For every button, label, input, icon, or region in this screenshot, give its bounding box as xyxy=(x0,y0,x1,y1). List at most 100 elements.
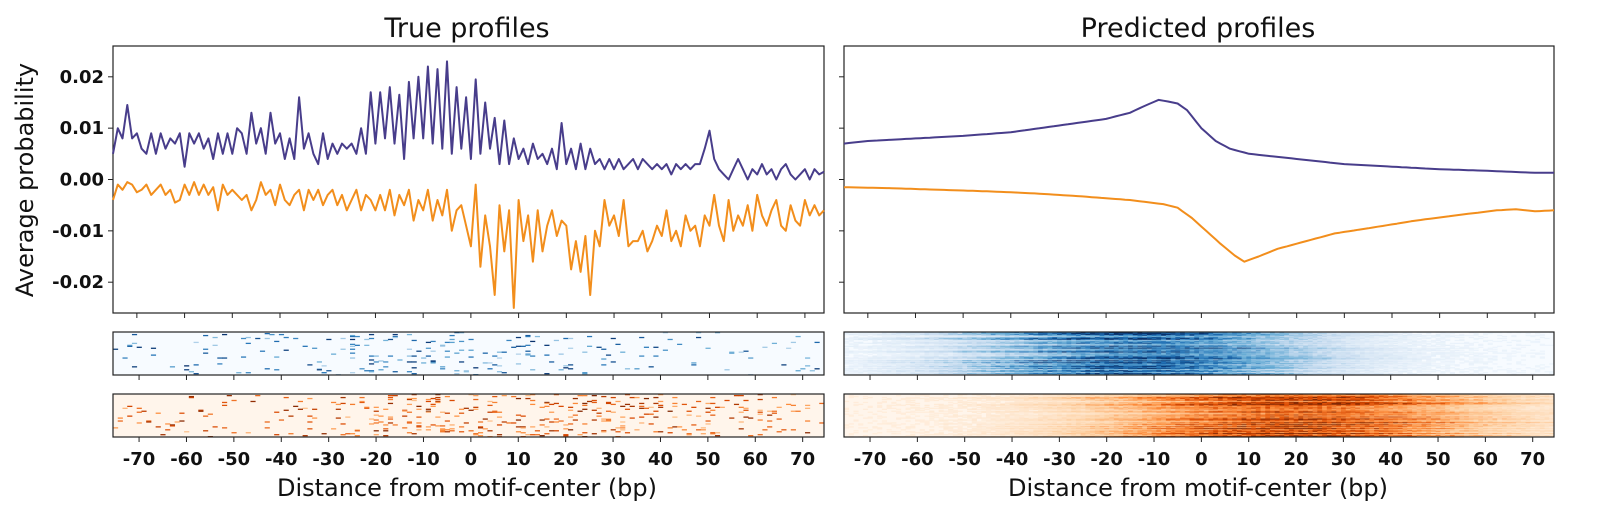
heatmap-cell xyxy=(995,334,1001,337)
heatmap-cell xyxy=(1184,338,1190,341)
heatmap-cell xyxy=(1317,350,1323,352)
heatmap-cell xyxy=(1426,334,1432,337)
heatmap-cell xyxy=(672,405,678,408)
heatmap-cell xyxy=(1326,356,1332,358)
heatmap-cell xyxy=(1412,344,1418,346)
heatmap-cell xyxy=(1033,338,1039,341)
heatmap-cell xyxy=(1473,361,1479,363)
heatmap-cell xyxy=(1407,341,1413,344)
heatmap-cell xyxy=(1255,361,1261,363)
heatmap-cell xyxy=(1459,338,1465,341)
heatmap-cell xyxy=(981,359,987,361)
heatmap-cell xyxy=(886,356,892,358)
heatmap-cell xyxy=(986,332,992,335)
heatmap-cell xyxy=(1449,355,1455,357)
heatmap-cell xyxy=(1487,348,1493,350)
heatmap-cell xyxy=(1042,332,1048,335)
heatmap-cell xyxy=(520,432,526,434)
heatmap-cell xyxy=(1203,335,1209,338)
heatmap-cell xyxy=(1412,350,1418,352)
heatmap-cell xyxy=(1000,351,1006,353)
heatmap-cell xyxy=(919,354,925,356)
heatmap-cell xyxy=(615,427,621,429)
heatmap-cell xyxy=(795,410,801,412)
heatmap-cell xyxy=(411,373,417,375)
heatmap-cell xyxy=(1374,340,1380,343)
heatmap-cell xyxy=(1142,361,1148,363)
heatmap-cell xyxy=(995,347,1001,349)
heatmap-cell xyxy=(1492,351,1498,353)
heatmap-cell xyxy=(350,338,356,341)
heatmap-cell xyxy=(1369,356,1375,358)
heatmap-cell xyxy=(938,336,944,339)
heatmap-cell xyxy=(1217,349,1224,351)
heatmap-cell xyxy=(463,407,469,409)
heatmap-cell xyxy=(877,345,883,347)
heatmap-cell xyxy=(738,406,744,408)
heatmap-cell xyxy=(1274,351,1280,353)
heatmap-cell xyxy=(1099,350,1105,352)
heatmap-cell xyxy=(1378,352,1384,354)
heatmap-cell xyxy=(1307,336,1313,339)
heatmap-cell xyxy=(990,334,996,337)
heatmap-cell xyxy=(1255,352,1261,354)
heatmap-cell xyxy=(1407,360,1413,362)
heatmap-cell xyxy=(915,337,921,340)
heatmap-cell xyxy=(877,347,883,349)
heatmap-cell xyxy=(1279,340,1285,343)
heatmap-cell xyxy=(511,395,517,398)
heatmap-cell xyxy=(1118,346,1124,348)
heatmap-cell xyxy=(1284,343,1290,346)
heatmap-cell xyxy=(900,352,906,354)
heatmap-cell xyxy=(1293,352,1299,354)
heatmap-cell xyxy=(1430,355,1437,357)
heatmap-cell xyxy=(1350,332,1356,334)
heatmap-cell xyxy=(1303,363,1309,365)
heatmap-cell xyxy=(1165,357,1171,359)
heatmap-cell xyxy=(1516,351,1522,353)
heatmap-cell xyxy=(1194,362,1200,364)
heatmap-cell xyxy=(1014,356,1020,358)
heatmap-cell xyxy=(1336,342,1342,345)
heatmap-cell xyxy=(1137,333,1143,336)
heatmap-cell xyxy=(1175,352,1181,354)
heatmap-cell xyxy=(1317,359,1323,361)
heatmap-cell xyxy=(919,356,925,358)
heatmap-cell xyxy=(1364,333,1370,336)
heatmap-cell xyxy=(1085,343,1091,346)
heatmap-cell xyxy=(981,332,987,335)
heatmap-cell xyxy=(1123,360,1129,362)
heatmap-cell xyxy=(1033,350,1039,352)
heatmap-cell xyxy=(896,354,902,356)
heatmap-cell xyxy=(886,361,892,363)
heatmap-cell xyxy=(1468,347,1474,349)
heatmap-cell xyxy=(1042,345,1048,347)
heatmap-cell xyxy=(877,338,883,341)
heatmap-cell xyxy=(1388,332,1394,334)
heatmap-cell xyxy=(1454,354,1460,356)
heatmap-cell xyxy=(976,348,982,350)
heatmap-cell xyxy=(933,352,940,354)
heatmap-cell xyxy=(1336,349,1342,351)
heatmap-cell xyxy=(919,362,925,364)
heatmap-cell xyxy=(971,355,977,357)
heatmap-cell xyxy=(184,365,190,367)
heatmap-cell xyxy=(1203,350,1209,352)
heatmap-cell xyxy=(1156,355,1162,357)
heatmap-cell xyxy=(1222,332,1228,334)
heatmap-cell xyxy=(1288,358,1295,360)
heatmap-cell xyxy=(1128,343,1134,346)
heatmap-cell xyxy=(929,332,935,335)
heatmap-cell xyxy=(1217,362,1224,364)
heatmap-cell xyxy=(530,394,536,396)
heatmap-cell xyxy=(563,435,569,437)
heatmap-cell xyxy=(1033,351,1039,353)
heatmap-cell xyxy=(952,333,958,336)
heatmap-cell xyxy=(867,363,873,365)
heatmap-cell xyxy=(976,336,982,339)
heatmap-cell xyxy=(1483,362,1489,364)
heatmap-cell xyxy=(844,340,850,343)
heatmap-cell xyxy=(896,343,902,346)
heatmap-cell xyxy=(862,351,869,353)
heatmap-cell xyxy=(933,355,940,357)
